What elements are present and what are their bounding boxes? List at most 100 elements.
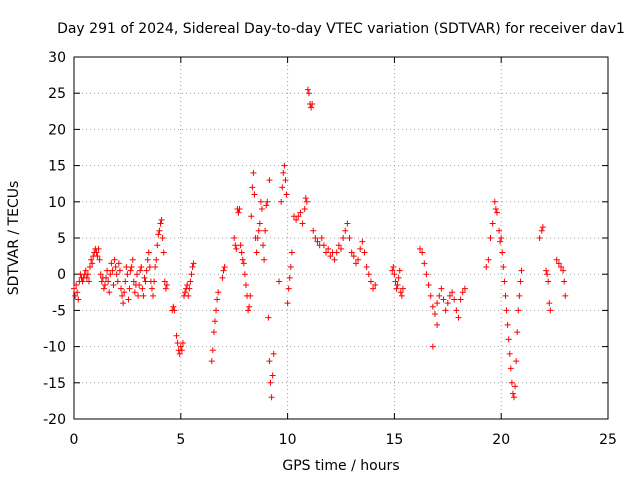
data-point bbox=[161, 278, 168, 285]
data-point bbox=[104, 267, 111, 274]
y-tick-label: -10 bbox=[43, 340, 66, 356]
y-axis-label: SDTVAR / TECUs bbox=[6, 181, 22, 296]
x-tick-label: 25 bbox=[599, 432, 617, 448]
data-point bbox=[310, 227, 317, 234]
data-point bbox=[417, 245, 424, 252]
data-point bbox=[236, 206, 243, 213]
data-point bbox=[110, 282, 117, 289]
data-point bbox=[284, 300, 291, 307]
data-point bbox=[367, 278, 374, 285]
data-point bbox=[485, 256, 492, 263]
data-point bbox=[209, 347, 216, 354]
data-point bbox=[176, 350, 183, 357]
data-point bbox=[154, 242, 161, 249]
data-point bbox=[312, 235, 319, 241]
data-point bbox=[265, 314, 272, 321]
data-point bbox=[325, 245, 332, 252]
data-point bbox=[398, 292, 405, 299]
data-point bbox=[518, 267, 525, 274]
data-point bbox=[318, 235, 325, 241]
data-point bbox=[513, 358, 520, 365]
data-point bbox=[134, 271, 141, 278]
data-point bbox=[233, 245, 240, 252]
data-point bbox=[140, 292, 147, 299]
data-point bbox=[178, 347, 185, 354]
data-point bbox=[215, 289, 222, 296]
data-point bbox=[241, 271, 248, 278]
data-point bbox=[186, 285, 193, 292]
data-point bbox=[255, 227, 262, 234]
data-point bbox=[390, 263, 397, 270]
data-point bbox=[189, 263, 196, 270]
data-point bbox=[370, 285, 377, 292]
data-point bbox=[304, 86, 311, 93]
data-point bbox=[279, 184, 286, 191]
data-point bbox=[359, 238, 366, 245]
data-point bbox=[497, 238, 504, 245]
data-point bbox=[156, 227, 163, 234]
data-point bbox=[246, 303, 253, 310]
data-point bbox=[123, 263, 130, 270]
data-point bbox=[338, 245, 344, 252]
y-tick-label: -15 bbox=[43, 376, 66, 392]
data-point bbox=[85, 278, 92, 285]
data-point bbox=[389, 267, 396, 274]
data-point bbox=[208, 358, 215, 365]
data-point bbox=[150, 292, 157, 299]
data-point bbox=[352, 260, 359, 267]
x-tick-label: 5 bbox=[176, 432, 185, 448]
data-point bbox=[220, 267, 227, 274]
data-point bbox=[266, 358, 273, 365]
data-point bbox=[295, 213, 302, 220]
data-point bbox=[96, 256, 103, 263]
data-point bbox=[509, 390, 516, 397]
data-point bbox=[276, 278, 283, 285]
data-point bbox=[429, 343, 436, 350]
data-point bbox=[98, 278, 105, 285]
y-tick-label: 0 bbox=[57, 267, 66, 283]
data-point bbox=[131, 289, 138, 296]
data-point bbox=[434, 321, 441, 328]
data-point bbox=[397, 289, 404, 296]
data-point bbox=[309, 101, 316, 108]
data-point bbox=[335, 242, 342, 249]
data-point bbox=[116, 267, 123, 274]
data-point bbox=[282, 177, 289, 184]
data-point bbox=[120, 300, 127, 307]
data-point bbox=[173, 332, 180, 339]
data-point bbox=[111, 256, 118, 263]
data-point bbox=[88, 256, 95, 263]
data-point bbox=[539, 224, 546, 231]
data-point bbox=[350, 253, 357, 260]
data-point bbox=[268, 394, 275, 401]
data-point bbox=[188, 271, 195, 278]
y-tick-label: 15 bbox=[48, 159, 66, 175]
data-point bbox=[459, 289, 466, 296]
data-point bbox=[148, 285, 155, 292]
data-point bbox=[546, 300, 553, 307]
data-point bbox=[250, 169, 257, 176]
y-tick-label: 5 bbox=[57, 231, 66, 247]
data-point bbox=[74, 289, 81, 296]
data-point bbox=[331, 256, 338, 263]
data-point bbox=[174, 339, 181, 346]
data-point bbox=[500, 263, 507, 270]
data-point bbox=[142, 278, 149, 285]
data-point bbox=[442, 307, 449, 314]
data-point bbox=[562, 292, 569, 299]
data-point bbox=[423, 271, 430, 278]
data-point bbox=[83, 274, 90, 281]
data-point bbox=[171, 307, 178, 314]
data-point bbox=[263, 202, 270, 209]
data-point bbox=[184, 282, 191, 289]
data-point bbox=[254, 235, 261, 241]
x-axis-ticks: 0 5 10 15 20 25 bbox=[70, 57, 617, 448]
data-point bbox=[348, 249, 355, 256]
data-point bbox=[237, 242, 244, 249]
data-point bbox=[496, 227, 503, 234]
data-point bbox=[453, 307, 460, 314]
data-point bbox=[105, 278, 112, 285]
data-point bbox=[288, 249, 295, 256]
data-point bbox=[429, 303, 436, 310]
data-point bbox=[506, 350, 513, 357]
